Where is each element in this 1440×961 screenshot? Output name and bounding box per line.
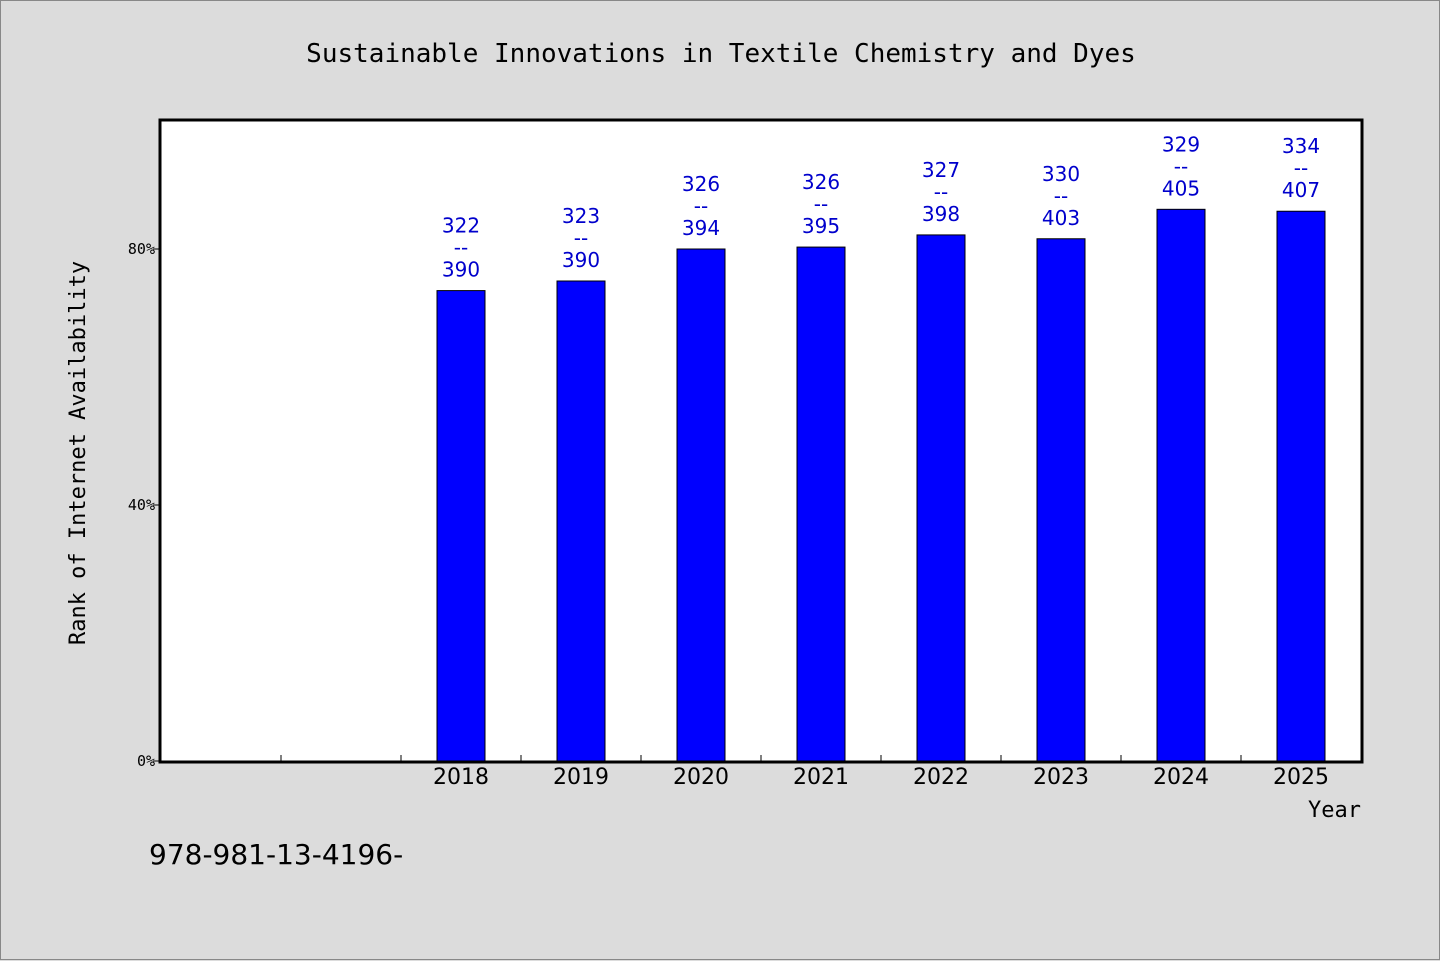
data-label-2025: 407 (1282, 178, 1320, 202)
data-label-2024: -- (1174, 154, 1188, 178)
x-tick-label: 2025 (1273, 765, 1329, 790)
y-tick-label: 40% (128, 496, 155, 514)
chart-title: Sustainable Innovations in Textile Chemi… (306, 39, 1136, 69)
y-ticks-group: 0% 40% 80% (128, 240, 161, 770)
data-label-2024: 329 (1162, 132, 1200, 156)
x-tick-label: 2021 (793, 765, 849, 790)
x-tick-label: 2018 (433, 765, 489, 790)
bar-2018 (436, 290, 486, 762)
bar-2021 (796, 246, 846, 762)
data-label-2025: 334 (1282, 134, 1320, 158)
data-label-2022: -- (934, 180, 948, 204)
data-label-2019: -- (574, 226, 588, 250)
bar-2020 (676, 248, 726, 762)
data-label-2021: 395 (802, 214, 840, 238)
data-label-2018: 322 (442, 214, 480, 238)
bar-2023 (1036, 238, 1086, 762)
data-label-2019: 323 (562, 204, 600, 228)
footer-identifier: 978-981-13-4196- (149, 838, 403, 871)
data-label-2019: 390 (562, 248, 600, 272)
data-label-2018: 390 (442, 258, 480, 282)
data-label-2022: 398 (922, 202, 960, 226)
x-tick-label: 2023 (1033, 765, 1089, 790)
data-label-2018: -- (454, 236, 468, 260)
x-tick-label: 2020 (673, 765, 729, 790)
y-tick-label: 80% (128, 240, 155, 258)
data-label-2020: 326 (682, 172, 720, 196)
bars-group: 322--390323--390326--394326--395327--398… (436, 132, 1326, 762)
bar-2024 (1156, 208, 1206, 762)
x-tick-label: 2022 (913, 765, 969, 790)
bar-2022 (916, 234, 966, 762)
x-tick-label: 2024 (1153, 765, 1209, 790)
data-label-2023: 330 (1042, 162, 1080, 186)
data-label-2024: 405 (1162, 176, 1200, 200)
bar-2019 (556, 280, 606, 762)
x-ticks-group: 2018 2019 2020 2021 2022 2023 2024 2025 (280, 755, 1329, 790)
data-label-2020: -- (694, 194, 708, 218)
data-label-2021: -- (814, 192, 828, 216)
data-label-2025: -- (1294, 156, 1308, 180)
data-label-2021: 326 (802, 170, 840, 194)
bar-2025 (1276, 210, 1326, 762)
y-axis-title: Rank of Internet Availability (66, 261, 91, 645)
data-label-2020: 394 (682, 216, 720, 240)
x-axis-title: Year (1308, 798, 1361, 823)
data-label-2022: 327 (922, 158, 960, 182)
data-label-2023: 403 (1042, 206, 1080, 230)
data-label-2023: -- (1054, 184, 1068, 208)
x-tick-label: 2019 (553, 765, 609, 790)
y-tick-label: 0% (137, 752, 155, 770)
